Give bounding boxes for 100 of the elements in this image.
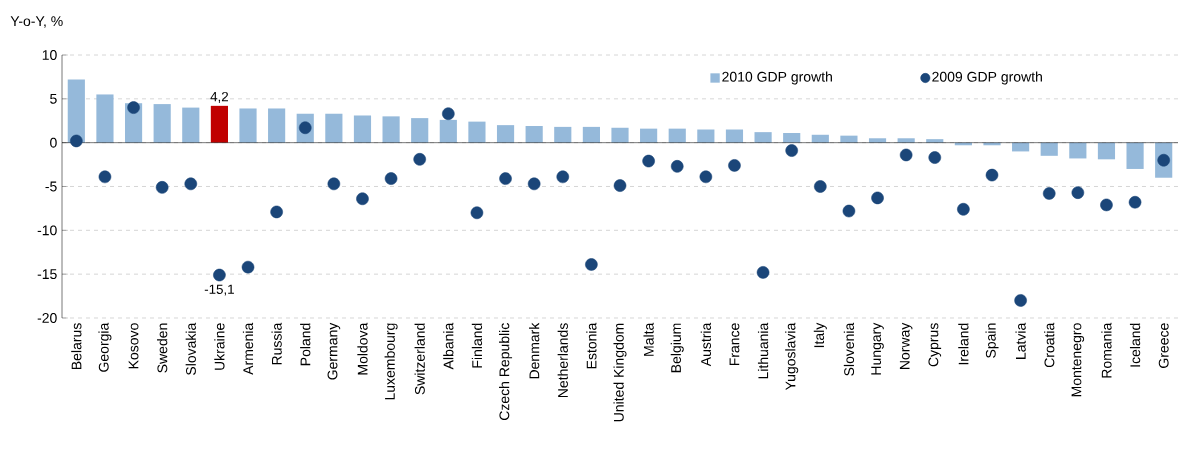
bar <box>439 119 457 143</box>
x-tick-label: Cyprus <box>928 323 942 367</box>
bar <box>496 125 515 143</box>
point <box>899 148 913 162</box>
x-tick-label: Ukraine <box>214 323 225 370</box>
bar <box>1069 142 1087 159</box>
bar <box>697 129 715 143</box>
y-tick-label: 0 <box>50 137 57 148</box>
bar <box>325 113 343 143</box>
x-tick-label: Slovakia <box>185 322 196 375</box>
y-tick-label: 5 <box>50 93 57 104</box>
bar <box>96 94 114 143</box>
bar <box>725 129 744 143</box>
x-tick-label: Greece <box>1158 323 1169 368</box>
point <box>985 168 999 182</box>
x-tick-label: Germany <box>327 322 341 380</box>
x-tick-label: Romania <box>1101 322 1112 378</box>
bar <box>67 79 85 143</box>
x-tick-label: Russia <box>271 322 282 365</box>
x-tick-label: Kosovo <box>128 323 139 369</box>
x-tick-label: Spain <box>985 323 999 358</box>
point <box>1071 186 1085 199</box>
x-tick-label: Malta <box>643 322 654 356</box>
y-tick-label: -10 <box>37 225 57 236</box>
point <box>470 206 484 220</box>
bar <box>411 118 429 143</box>
point <box>928 151 942 164</box>
point <box>98 170 112 184</box>
point <box>1014 294 1027 307</box>
data-label: -15,1 <box>204 284 234 296</box>
x-tick-label: Yugoslavia <box>785 322 799 391</box>
point <box>728 159 741 172</box>
point <box>127 101 140 114</box>
point <box>527 177 541 191</box>
legend-label: 2009 GDP growth <box>932 71 1042 85</box>
point <box>814 180 827 193</box>
x-tick-label: Ireland <box>958 323 969 365</box>
x-tick-label: Poland <box>300 323 311 366</box>
point <box>356 192 369 206</box>
point <box>1157 153 1170 167</box>
x-tick-label: United Kingdom <box>613 323 627 422</box>
x-tick-label: Belarus <box>71 323 82 370</box>
bar <box>754 132 772 143</box>
x-tick-label: Estonia <box>586 322 597 369</box>
point <box>585 258 598 271</box>
point <box>871 191 884 205</box>
point <box>756 266 770 279</box>
legend-label: 2010 GDP growth <box>722 71 832 85</box>
point <box>1042 187 1056 200</box>
point <box>184 177 198 191</box>
y-tick-label: 10 <box>42 50 57 60</box>
point <box>241 260 255 274</box>
y-axis-title: Y-o-Y, % <box>10 16 63 28</box>
x-tick-label: Norway <box>899 322 913 369</box>
x-tick-label: Albania <box>443 322 454 370</box>
x-tick-label: Sweden <box>157 323 168 373</box>
point <box>499 172 512 185</box>
x-tick-label: Denmark <box>529 322 540 379</box>
point <box>327 177 341 191</box>
x-tick-label: Hungary <box>871 322 884 375</box>
bar <box>783 133 801 143</box>
bar <box>153 104 171 143</box>
y-tick-label: -15 <box>37 269 57 280</box>
bar <box>1126 142 1144 169</box>
x-tick-label: Montenegro <box>1071 323 1085 397</box>
bar <box>840 135 858 143</box>
point <box>785 144 798 157</box>
point <box>1128 196 1142 209</box>
bar <box>611 127 629 143</box>
bar <box>897 138 915 143</box>
y-tick-label: -20 <box>37 313 57 323</box>
bar <box>1012 142 1030 152</box>
bar <box>382 116 400 143</box>
point <box>699 170 713 184</box>
data-label: 4,2 <box>210 91 229 103</box>
x-tick-label: Croatia <box>1044 322 1055 368</box>
point <box>613 179 627 192</box>
point <box>556 170 570 184</box>
bar <box>210 105 228 143</box>
bar <box>868 138 887 143</box>
x-tick-label: Italy <box>813 322 827 348</box>
point <box>270 205 283 219</box>
bar <box>582 126 600 143</box>
x-tick-label: Switzerland <box>414 323 425 395</box>
x-tick-label: Finland <box>471 323 483 368</box>
point <box>155 181 169 194</box>
x-tick-label: Georgia <box>98 322 112 372</box>
x-tick-label: Netherlands <box>557 323 568 398</box>
bar <box>353 115 372 143</box>
point <box>842 204 856 218</box>
x-tick-label: Austria <box>700 322 711 367</box>
x-tick-label: Latvia <box>1015 322 1026 359</box>
y-tick-label: -5 <box>45 181 57 192</box>
point <box>70 134 83 148</box>
x-tick-label: Iceland <box>1129 323 1141 367</box>
point <box>298 121 312 135</box>
point <box>213 268 226 282</box>
bar <box>182 107 200 143</box>
x-tick-label: Czech Republic <box>499 323 513 421</box>
bar <box>668 128 686 143</box>
